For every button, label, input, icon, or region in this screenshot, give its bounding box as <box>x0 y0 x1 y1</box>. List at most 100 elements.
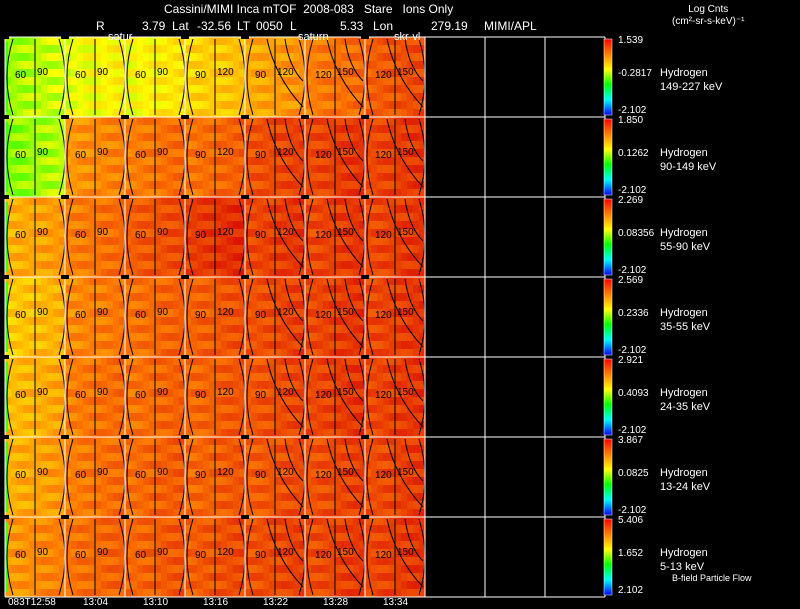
heatmap-pixel <box>263 581 270 590</box>
heatmap-pixel <box>233 221 240 230</box>
heatmap-pixel <box>377 117 384 126</box>
heatmap-pixel <box>377 421 384 430</box>
heatmap-pixel <box>341 445 348 454</box>
heatmap-pixel <box>119 565 126 574</box>
heatmap-pixel <box>419 253 426 262</box>
heatmap-pixel <box>155 581 162 590</box>
heatmap-pixel <box>149 141 156 150</box>
heatmap-pixel <box>269 557 276 566</box>
heatmap-pixel <box>113 429 120 438</box>
heatmap-pixel <box>41 565 48 574</box>
heatmap-pixel <box>149 405 156 414</box>
heatmap-pixel <box>131 525 138 534</box>
heatmap-pixel <box>419 221 426 230</box>
heatmap-pixel <box>221 221 228 230</box>
heatmap-pixel <box>413 45 420 54</box>
heatmap-pixel <box>179 301 186 310</box>
heatmap-pixel <box>257 421 264 430</box>
heatmap-pixel <box>341 573 348 582</box>
heatmap-pixel <box>215 101 222 110</box>
heatmap-pixel <box>371 517 378 526</box>
heatmap-pixel <box>389 445 396 454</box>
heatmap-pixel <box>221 109 228 118</box>
heatmap-pixel <box>395 581 402 590</box>
heatmap-pixel <box>17 189 24 198</box>
heatmap-pixel <box>305 461 312 470</box>
heatmap-pixel <box>185 389 192 398</box>
heatmap-pixel <box>23 541 30 550</box>
heatmap-pixel <box>149 69 156 78</box>
heatmap-pixel <box>185 301 192 310</box>
heatmap-pixel <box>179 221 186 230</box>
heatmap-cell <box>185 37 246 118</box>
heatmap-pixel <box>329 325 336 334</box>
heatmap-pixel <box>389 381 396 390</box>
heatmap-pixel <box>209 485 216 494</box>
heatmap-pixel <box>191 477 198 486</box>
heatmap-pixel <box>365 325 372 334</box>
heatmap-pixel <box>35 157 42 166</box>
heatmap-pixel <box>41 189 48 198</box>
heatmap-pixel <box>197 501 204 510</box>
heatmap-pixel <box>281 541 288 550</box>
heatmap-pixel <box>179 421 186 430</box>
heatmap-pixel <box>353 325 360 334</box>
heatmap-pixel <box>23 365 30 374</box>
heatmap-pixel <box>203 197 210 206</box>
heatmap-pixel <box>17 325 24 334</box>
heatmap-pixel <box>377 205 384 214</box>
heatmap-pixel <box>167 181 174 190</box>
heatmap-pixel <box>311 429 318 438</box>
heatmap-pixel <box>287 509 294 518</box>
heatmap-pixel <box>119 149 126 158</box>
heatmap-pixel <box>95 37 102 46</box>
heatmap-pixel <box>185 269 192 278</box>
heatmap-pixel <box>245 309 252 318</box>
heatmap-pixel <box>47 213 54 222</box>
heatmap-pixel <box>341 149 348 158</box>
heatmap-pixel <box>335 261 342 270</box>
heatmap-pixel <box>77 125 84 134</box>
heatmap-pixel <box>83 325 90 334</box>
heatmap-pixel <box>389 301 396 310</box>
heatmap-pixel <box>329 277 336 286</box>
heatmap-pixel <box>365 517 372 526</box>
heatmap-pixel <box>155 349 162 358</box>
heatmap-pixel <box>395 181 402 190</box>
heatmap-pixel <box>215 285 222 294</box>
heatmap-pixel <box>395 381 402 390</box>
heatmap-pixel <box>197 525 204 534</box>
heatmap-pixel <box>269 237 276 246</box>
heatmap-pixel <box>323 109 330 118</box>
heatmap-pixel <box>365 309 372 318</box>
heatmap-pixel <box>275 541 282 550</box>
heatmap-pixel <box>275 341 282 350</box>
heatmap-pixel <box>53 53 60 62</box>
heatmap-pixel <box>293 501 300 510</box>
heatmap-pixel <box>263 133 270 142</box>
heatmap-pixel <box>419 85 426 94</box>
heatmap-pixel <box>191 469 198 478</box>
heatmap-pixel <box>179 213 186 222</box>
heatmap-pixel <box>197 61 204 70</box>
heatmap-pixel <box>341 397 348 406</box>
heatmap-pixel <box>215 149 222 158</box>
heatmap-pixel <box>371 101 378 110</box>
heatmap-pixel <box>341 69 348 78</box>
heatmap-pixel <box>239 173 246 182</box>
heatmap-pixel <box>245 381 252 390</box>
heatmap-pixel <box>263 509 270 518</box>
heatmap-pixel <box>257 309 264 318</box>
heatmap-pixel <box>35 37 42 46</box>
heatmap-pixel <box>239 221 246 230</box>
heatmap-pixel <box>221 581 228 590</box>
heatmap-pixel <box>377 453 384 462</box>
heatmap-pixel <box>317 181 324 190</box>
heatmap-pixel <box>71 117 78 126</box>
heatmap-pixel <box>263 373 270 382</box>
heatmap-pixel <box>221 213 228 222</box>
heatmap-pixel <box>263 517 270 526</box>
heatmap-pixel <box>23 165 30 174</box>
heatmap-pixel <box>419 301 426 310</box>
heatmap-pixel <box>41 421 48 430</box>
